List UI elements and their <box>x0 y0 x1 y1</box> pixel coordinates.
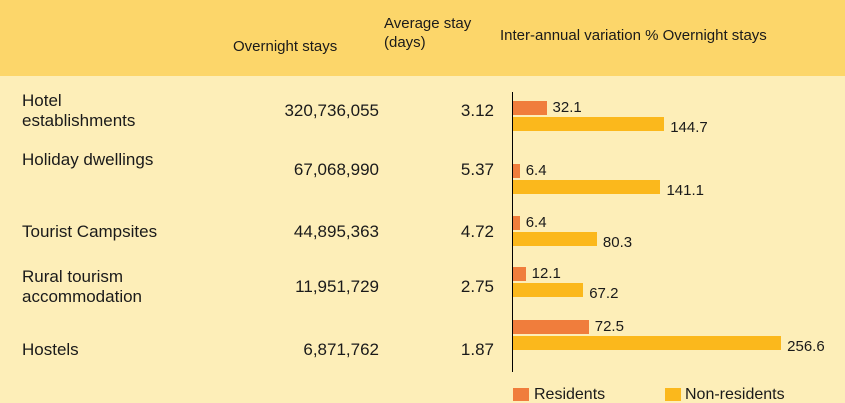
row-label: Rural tourism accommodation <box>22 267 143 306</box>
value-label: 12.1 <box>531 265 561 282</box>
row-label: Tourist Campsites <box>22 222 158 241</box>
value-label: 80.3 <box>602 234 633 251</box>
average-stay: 3.12 <box>460 101 494 120</box>
legend-label: Residents <box>534 386 606 403</box>
overnight-stays: 44,895,363 <box>293 222 379 241</box>
average-stay: 2.75 <box>460 277 494 296</box>
overnight-stays: 11,951,729 <box>295 277 379 296</box>
average-stay: 1.87 <box>460 340 494 359</box>
average-stay: 5.37 <box>460 160 494 179</box>
overnight-stays: 67,068,990 <box>293 160 379 179</box>
overnight-stays: 320,736,055 <box>284 101 379 120</box>
bar-residents <box>513 267 526 281</box>
value-label: 256.6 <box>787 338 825 355</box>
row-label: Hotel establishments <box>22 91 136 130</box>
value-label: 144.7 <box>670 119 708 136</box>
row-label: Holiday dwellings <box>22 150 154 169</box>
header-overnight: Overnight stays <box>233 38 338 55</box>
value-label: 32.1 <box>552 99 582 116</box>
bar-non-residents <box>513 283 584 297</box>
value-label: 141.1 <box>666 182 704 199</box>
bar-non-residents <box>513 117 665 131</box>
bar-residents <box>513 320 589 334</box>
header-band <box>0 0 845 76</box>
legend-swatch <box>665 388 681 401</box>
overnight-stays: 6,871,762 <box>303 340 379 359</box>
bar-residents <box>513 164 520 178</box>
bar-non-residents <box>513 336 782 350</box>
legend-swatch <box>513 388 529 401</box>
axis-line <box>512 92 513 372</box>
value-label: 6.4 <box>525 214 547 231</box>
legend-label: Non-residents <box>685 386 785 403</box>
value-label: 67.2 <box>589 285 619 302</box>
header-variation: Inter-annual variation % Overnight stays <box>500 27 767 44</box>
value-label: 72.5 <box>594 318 624 335</box>
bar-non-residents <box>513 180 661 194</box>
bar-residents <box>513 216 520 230</box>
bar-non-residents <box>513 232 597 246</box>
average-stay: 4.72 <box>460 222 494 241</box>
header-average: Average stay (days) <box>384 15 472 51</box>
bar-residents <box>513 101 547 115</box>
value-label: 6.4 <box>525 162 547 179</box>
row-label: Hostels <box>22 340 79 359</box>
